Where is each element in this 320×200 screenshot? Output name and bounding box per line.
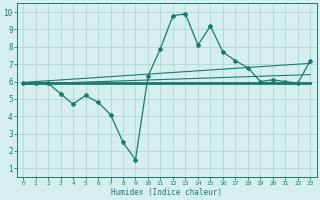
X-axis label: Humidex (Indice chaleur): Humidex (Indice chaleur) <box>111 188 222 197</box>
